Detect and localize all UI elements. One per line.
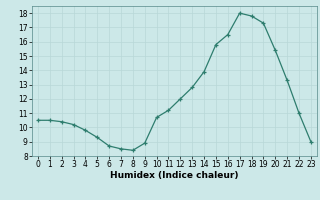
X-axis label: Humidex (Indice chaleur): Humidex (Indice chaleur) — [110, 171, 239, 180]
